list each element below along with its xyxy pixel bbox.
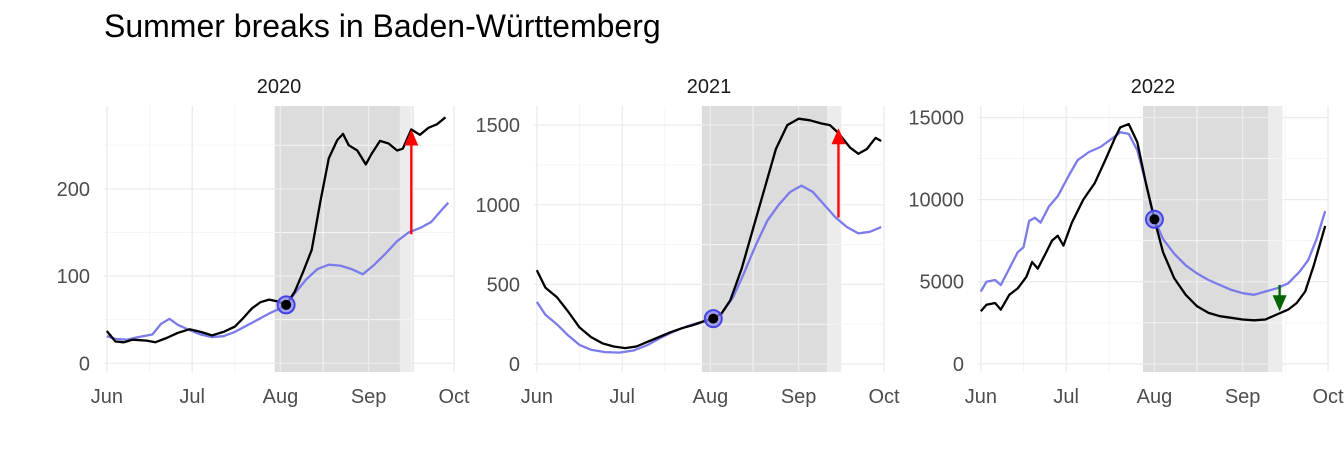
x-tick-label: Jun	[965, 386, 997, 408]
change-arrow-head	[831, 128, 846, 145]
figure-title: Summer breaks in Baden-Württemberg	[104, 8, 661, 44]
expected-line	[979, 131, 1327, 296]
y-tick-label: 15000	[908, 107, 964, 129]
observed-line	[979, 122, 1327, 322]
y-tick-label: 100	[57, 266, 90, 288]
break-start-marker-dot	[708, 313, 719, 324]
x-tick-label: Aug	[693, 386, 729, 408]
break-start-marker-dot	[1149, 214, 1160, 225]
y-tick-label: 1000	[476, 195, 521, 217]
panel-title: 2020	[257, 76, 302, 98]
panel-2020: 0 100 200 Jun Jul Aug Sep Oct 2020	[57, 76, 470, 408]
x-tick-label: Jul	[1053, 386, 1079, 408]
y-tick-label: 0	[509, 354, 520, 376]
y-tick-label: 0	[953, 354, 964, 376]
x-tick-label: Oct	[1312, 386, 1344, 408]
x-tick-label: Oct	[868, 386, 900, 408]
panel-2022: 0 5000 10000 15000 Jun Jul Aug Sep Oct 2022	[908, 76, 1344, 408]
y-tick-label: 0	[79, 353, 90, 375]
y-tick-label: 1500	[476, 115, 521, 137]
x-tick-label: Jun	[521, 386, 553, 408]
y-tick-label: 200	[57, 179, 90, 201]
y-tick-label: 500	[487, 274, 520, 296]
change-arrow-head	[1272, 295, 1287, 312]
x-tick-label: Aug	[1137, 386, 1173, 408]
x-tick-label: Aug	[263, 386, 299, 408]
summer-break-band	[701, 106, 828, 372]
break-start-marker-dot	[281, 299, 292, 310]
x-tick-label: Oct	[438, 386, 470, 408]
observed-line	[105, 116, 447, 344]
x-tick-label: Sep	[351, 386, 387, 408]
break-tail-band	[1268, 106, 1283, 372]
x-tick-label: Sep	[1225, 386, 1261, 408]
y-tick-label: 5000	[920, 272, 965, 294]
x-tick-label: Jul	[609, 386, 635, 408]
panel-title: 2021	[687, 76, 732, 98]
y-tick-label: 10000	[908, 190, 964, 212]
x-tick-label: Sep	[781, 386, 817, 408]
panel-2021: 0 500 1000 1500 Jun Jul Aug Sep Oct 2021	[476, 76, 900, 408]
x-tick-label: Jun	[91, 386, 123, 408]
panel-title: 2022	[1131, 76, 1176, 98]
change-arrow-head	[404, 129, 419, 146]
x-tick-label: Jul	[179, 386, 205, 408]
summer-break-band	[274, 106, 400, 372]
